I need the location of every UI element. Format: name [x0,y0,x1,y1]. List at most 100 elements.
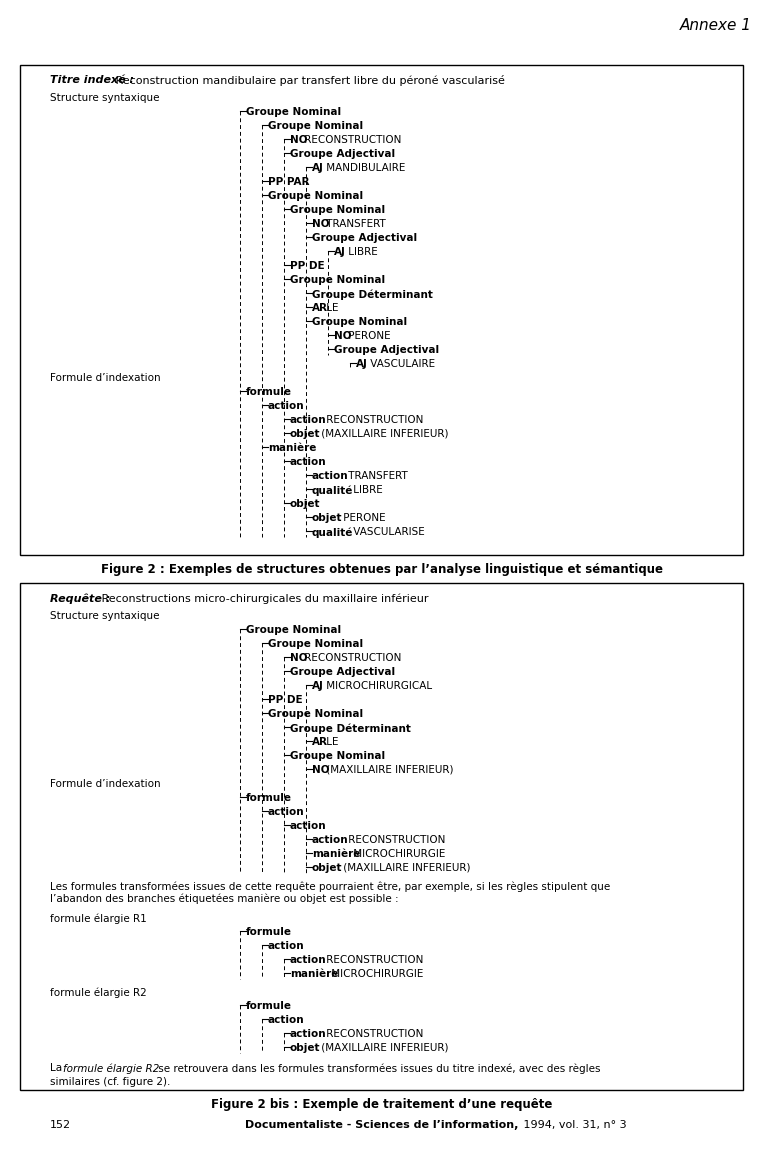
Text: formule: formule [246,1001,292,1011]
Text: RECONSTRUCTION: RECONSTRUCTION [301,135,401,145]
Text: Structure syntaxique: Structure syntaxique [50,611,159,621]
Text: Groupe Nominal: Groupe Nominal [268,121,363,131]
Text: NO: NO [290,135,307,145]
Text: Groupe Nominal: Groupe Nominal [312,316,407,327]
Text: action: action [290,457,327,466]
Text: action: action [268,401,304,411]
Text: Reconstruction mandibulaire par transfert libre du péroné vascularisé: Reconstruction mandibulaire par transfer… [112,75,505,86]
Text: (MAXILLAIRE INFERIEUR): (MAXILLAIRE INFERIEUR) [323,765,453,775]
Text: objet: objet [290,1043,320,1052]
Text: action: action [312,834,349,845]
Text: MICROCHIRURGIE: MICROCHIRURGIE [350,849,446,859]
Text: LE: LE [323,737,339,747]
Text: Groupe Nominal: Groupe Nominal [268,639,363,649]
Text: NO: NO [290,653,307,663]
Text: qualité: qualité [312,485,353,496]
Text: objet: objet [312,513,343,523]
Text: NO: NO [312,765,330,775]
Text: TRANSFERT: TRANSFERT [345,471,407,481]
Text: AR: AR [312,304,328,313]
Text: PP DE: PP DE [268,695,303,706]
Text: se retrouvera dans les formules transformées issues du titre indexé, avec des rè: se retrouvera dans les formules transfor… [155,1063,600,1074]
Text: Titre indexé :: Titre indexé : [50,75,134,86]
Text: formule: formule [246,387,292,397]
Text: AJ: AJ [312,681,324,691]
Text: 152: 152 [50,1120,71,1130]
Text: Groupe Nominal: Groupe Nominal [246,625,341,635]
Text: Groupe Nominal: Groupe Nominal [246,107,341,117]
Text: Groupe Déterminant: Groupe Déterminant [312,289,433,300]
Text: RECONSTRUCTION: RECONSTRUCTION [323,415,423,425]
Text: RECONSTRUCTION: RECONSTRUCTION [323,1029,423,1040]
Text: RECONSTRUCTION: RECONSTRUCTION [345,834,446,845]
FancyBboxPatch shape [20,64,743,556]
Text: Groupe Nominal: Groupe Nominal [290,275,385,285]
Text: objet: objet [290,499,320,509]
Text: (MAXILLAIRE INFERIEUR): (MAXILLAIRE INFERIEUR) [317,429,448,440]
Text: PERONE: PERONE [340,513,385,523]
Text: action: action [290,955,327,965]
Text: PERONE: PERONE [345,331,391,341]
Text: Documentaliste - Sciences de l’information,: Documentaliste - Sciences de l’informati… [246,1120,519,1130]
Text: manière: manière [312,849,360,859]
Text: Figure 2 bis : Exemple de traitement d’une requête: Figure 2 bis : Exemple de traitement d’u… [211,1098,552,1111]
Text: action: action [268,941,304,950]
Text: Les formules transformées issues de cette requête pourraient être, par exemple, : Les formules transformées issues de cett… [50,881,610,904]
Text: manière: manière [268,443,317,454]
Text: Groupe Adjectival: Groupe Adjectival [290,667,395,677]
Text: LE: LE [323,304,339,313]
Text: 1994, vol. 31, n° 3: 1994, vol. 31, n° 3 [520,1120,626,1130]
Text: AR: AR [312,737,328,747]
Text: Groupe Adjectival: Groupe Adjectival [334,345,439,355]
Text: Structure syntaxique: Structure syntaxique [50,93,159,103]
Text: TRANSFERT: TRANSFERT [323,219,386,229]
Text: MANDIBULAIRE: MANDIBULAIRE [323,163,405,173]
Text: (MAXILLAIRE INFERIEUR): (MAXILLAIRE INFERIEUR) [340,863,470,873]
Text: Groupe Nominal: Groupe Nominal [268,191,363,202]
Text: Groupe Nominal: Groupe Nominal [268,709,363,718]
Text: RECONSTRUCTION: RECONSTRUCTION [323,955,423,965]
Text: action: action [290,415,327,425]
Text: Requête :: Requête : [50,593,110,604]
Text: manière: manière [290,969,338,979]
Text: action: action [290,1029,327,1040]
Text: objet: objet [312,863,343,873]
Text: AJ: AJ [356,359,368,369]
Text: Formule d’indexation: Formule d’indexation [50,779,161,789]
Text: AJ: AJ [334,247,346,257]
Text: (MAXILLAIRE INFERIEUR): (MAXILLAIRE INFERIEUR) [317,1043,448,1052]
Text: objet: objet [290,429,320,440]
Text: LIBRE: LIBRE [345,247,378,257]
Text: formule: formule [246,793,292,803]
Text: RECONSTRUCTION: RECONSTRUCTION [301,653,401,663]
Text: Groupe Adjectival: Groupe Adjectival [290,149,395,159]
Text: Groupe Déterminant: Groupe Déterminant [290,723,410,734]
Text: PP PAR: PP PAR [268,177,310,188]
Text: Reconstructions micro-chirurgicales du maxillaire inférieur: Reconstructions micro-chirurgicales du m… [98,593,429,604]
Text: NO: NO [334,331,352,341]
Text: La: La [50,1063,66,1074]
Text: qualité: qualité [312,527,353,538]
Text: action: action [268,1015,304,1026]
Text: formule élargie R2: formule élargie R2 [50,987,146,997]
Text: VASCULARISE: VASCULARISE [350,527,425,537]
Text: formule élargie R1: formule élargie R1 [50,913,146,924]
Text: PP DE: PP DE [290,261,324,271]
Text: Groupe Nominal: Groupe Nominal [290,751,385,761]
Text: Formule d’indexation: Formule d’indexation [50,373,161,383]
Text: VASCULAIRE: VASCULAIRE [367,359,435,369]
Text: MICROCHIRURGICAL: MICROCHIRURGICAL [323,681,432,691]
Text: action: action [268,808,304,817]
Text: Groupe Adjectival: Groupe Adjectival [312,233,417,243]
Text: MICROCHIRURGIE: MICROCHIRURGIE [329,969,424,979]
Text: AJ: AJ [312,163,324,173]
Text: action: action [312,471,349,481]
Text: formule élargie R2: formule élargie R2 [63,1063,159,1074]
Text: LIBRE: LIBRE [350,485,383,495]
Text: Figure 2 : Exemples de structures obtenues par l’analyse linguistique et sémanti: Figure 2 : Exemples de structures obtenu… [101,563,663,575]
Text: formule: formule [246,927,292,936]
Text: action: action [290,822,327,831]
Text: Groupe Nominal: Groupe Nominal [290,205,385,214]
Text: similaires (cf. figure 2).: similaires (cf. figure 2). [50,1077,170,1086]
FancyBboxPatch shape [20,582,743,1090]
